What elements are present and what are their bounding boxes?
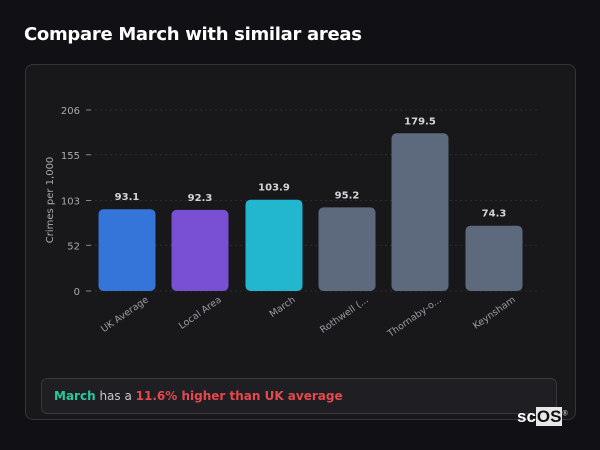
x-tick-label: Local Area <box>177 294 224 331</box>
bar-keynsham <box>465 225 523 291</box>
y-tick-label: 52 <box>67 241 80 252</box>
y-axis-label: Crimes per 1,000 <box>45 157 56 244</box>
scos-logo: scOS® <box>517 407 568 426</box>
x-tick-label: Rothwell (... <box>318 294 371 335</box>
summary-area: March <box>54 389 96 403</box>
data-label: 92.3 <box>188 193 213 204</box>
y-tick-label: 0 <box>74 287 80 298</box>
data-label: 179.5 <box>404 116 436 127</box>
bar-uk-average <box>98 209 156 291</box>
x-tick-label: March <box>268 294 298 320</box>
summary-highlight: 11.6% higher than UK average <box>135 389 343 403</box>
data-label: 103.9 <box>258 183 290 194</box>
bar-march <box>245 199 303 291</box>
y-tick-label: 155 <box>61 151 80 162</box>
data-label: 93.1 <box>115 192 140 203</box>
page-title: Compare March with similar areas <box>24 24 362 45</box>
data-label: 95.2 <box>335 190 360 201</box>
bar-chart: 0 52 103 155 206 Crimes per 1,000 93.1 UK Avera… <box>45 106 540 340</box>
x-tick-label: UK Average <box>99 294 151 335</box>
summary-text: has a <box>95 389 136 403</box>
y-tick-label: 206 <box>61 106 80 117</box>
bar-local-area <box>171 209 229 291</box>
x-tick-label: Thornaby-o... <box>385 294 444 340</box>
bar-rothwell- <box>318 207 376 291</box>
x-tick-label: Keynsham <box>471 294 518 331</box>
y-tick-label: 103 <box>61 197 80 208</box>
data-label: 74.3 <box>482 209 507 220</box>
bar-thornaby-o- <box>391 133 449 291</box>
summary-box: March has a 11.6% higher than UK average <box>41 378 557 414</box>
